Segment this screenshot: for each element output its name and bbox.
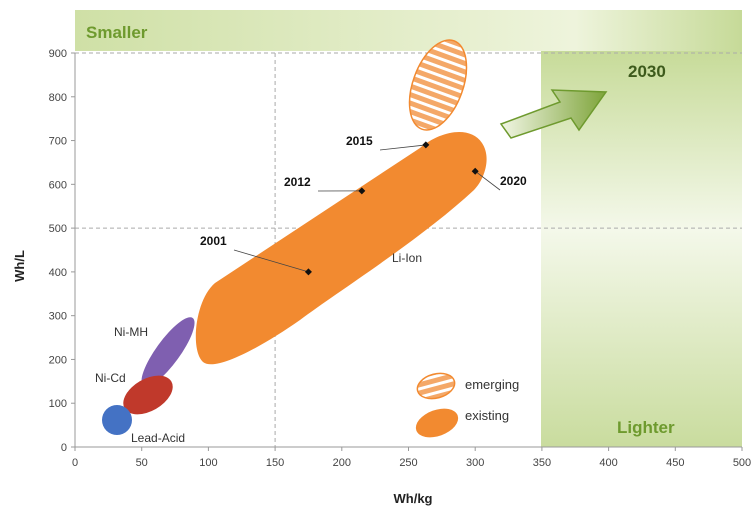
top-band xyxy=(75,10,742,51)
target-label: 2030 xyxy=(628,62,666,81)
x-tick-label: 300 xyxy=(466,457,484,469)
y-tick-label: 200 xyxy=(49,354,67,366)
y-axis-label: Wh/L xyxy=(12,250,27,282)
y-tick-label: 900 xyxy=(49,48,67,60)
x-tick-label: 100 xyxy=(199,457,217,469)
y-tick-label: 700 xyxy=(49,136,67,148)
right-band-label: Lighter xyxy=(617,418,675,437)
y-tick-label: 0 xyxy=(61,442,67,454)
y-tick-label: 100 xyxy=(49,398,67,410)
ni-cd-label: Ni-Cd xyxy=(95,371,126,385)
milestone-label: 2001 xyxy=(200,234,227,248)
x-tick-label: 400 xyxy=(599,457,617,469)
x-tick-label: 500 xyxy=(733,457,751,469)
legend: emerging existing xyxy=(412,369,519,442)
ni-mh-label: Ni-MH xyxy=(114,325,148,339)
lead-acid-label: Lead-Acid xyxy=(131,431,185,445)
milestone-label: 2012 xyxy=(284,175,311,189)
legend-emerging-label: emerging xyxy=(465,377,519,392)
lead-acid-region xyxy=(102,405,132,435)
x-tick-label: 450 xyxy=(666,457,684,469)
y-tick-label: 300 xyxy=(49,311,67,323)
y-tick-label: 400 xyxy=(49,267,67,279)
x-axis-ticks: 0 50 100 150 200 250 300 350 400 450 500 xyxy=(72,447,751,469)
x-tick-label: 0 xyxy=(72,457,78,469)
y-tick-label: 800 xyxy=(49,92,67,104)
legend-existing-swatch xyxy=(412,403,462,442)
x-tick-label: 200 xyxy=(333,457,351,469)
x-axis-label: Wh/kg xyxy=(394,491,433,506)
x-tick-label: 150 xyxy=(266,457,284,469)
y-tick-label: 600 xyxy=(49,179,67,191)
legend-existing-label: existing xyxy=(465,408,509,423)
li-ion-label: Li-Ion xyxy=(392,251,422,265)
milestone-label: 2015 xyxy=(346,134,373,148)
y-axis-ticks: 0 100 200 300 400 500 600 700 800 900 xyxy=(49,48,75,454)
x-tick-label: 350 xyxy=(533,457,551,469)
legend-emerging-swatch xyxy=(415,369,458,402)
x-tick-label: 50 xyxy=(136,457,148,469)
top-band-label: Smaller xyxy=(86,23,148,42)
x-tick-label: 250 xyxy=(399,457,417,469)
milestone-label: 2020 xyxy=(500,174,527,188)
li-ion-region xyxy=(196,132,487,364)
y-tick-label: 500 xyxy=(49,223,67,235)
